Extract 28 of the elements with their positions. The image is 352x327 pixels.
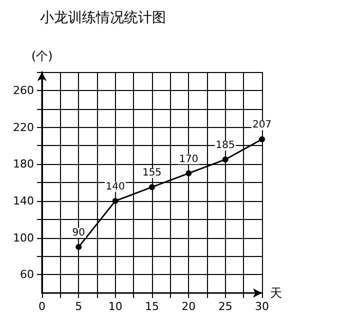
x-tick-label: 0: [38, 300, 46, 313]
y-tick-label: 60: [20, 268, 34, 282]
data-label: 170: [179, 154, 198, 165]
x-tick-label: 30: [255, 300, 269, 313]
x-tick-label: 15: [145, 300, 159, 313]
x-tick-label: 5: [75, 300, 82, 313]
data-label: 207: [252, 120, 272, 131]
x-tick-label: 20: [182, 300, 196, 313]
data-label: 185: [216, 140, 235, 151]
y-tick-label: 140: [13, 194, 34, 208]
point: [149, 184, 155, 190]
point: [222, 156, 228, 162]
y-tick-label: 260: [13, 84, 34, 97]
point: [112, 198, 118, 204]
y-axis-title: (个): [31, 49, 53, 63]
x-tick-label: 10: [108, 300, 122, 313]
data-label: 155: [142, 168, 162, 179]
x-tick-label: 25: [218, 300, 232, 313]
y-tick-label: 180: [13, 158, 34, 171]
data-label: 90: [72, 227, 86, 238]
chart-title: 小龙训练情况统计图: [40, 10, 166, 26]
point: [186, 170, 192, 176]
point: [259, 136, 265, 142]
y-tick-label: 220: [13, 120, 34, 134]
x-axis-title: 天: [270, 286, 282, 300]
point: [76, 244, 82, 250]
data-label: 140: [106, 181, 125, 192]
y-tick-label: 100: [13, 231, 34, 244]
